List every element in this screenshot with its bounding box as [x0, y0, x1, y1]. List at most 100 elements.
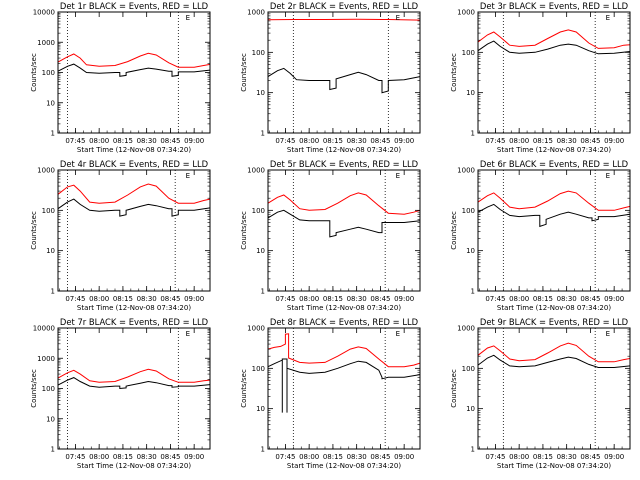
x-tick-label: 08:45 — [580, 453, 600, 461]
x-tick-label: 08:45 — [160, 295, 180, 303]
x-tick-label: 08:00 — [509, 295, 529, 303]
x-axis-label: Start Time (12-Nov-08 07:34:20) — [287, 146, 401, 154]
y-tick-label: 1 — [261, 288, 265, 296]
plot-frame — [57, 327, 211, 450]
y-tick-label: 10000 — [33, 325, 55, 333]
x-tick-label: 09:00 — [394, 453, 414, 461]
x-tick-label: 08:15 — [113, 295, 133, 303]
x-axis-label: Start Time (12-Nov-08 07:34:20) — [77, 146, 191, 154]
x-tick-label: 07:45 — [65, 295, 85, 303]
x-tick-label: 08:15 — [113, 137, 133, 145]
plot-frame — [57, 11, 211, 134]
chart-title: Det 8r BLACK = Events, RED = LLD — [270, 317, 418, 327]
x-tick-label: 08:45 — [370, 137, 390, 145]
x-tick-label: 08:15 — [323, 137, 343, 145]
y-tick-label: 10 — [256, 89, 265, 97]
y-tick-label: 1 — [471, 288, 475, 296]
events-rate-line — [57, 198, 211, 217]
chart-panel-5: Det 5r BLACK = Events, RED = LLD E 1 10 100 1… — [240, 159, 421, 312]
y-tick-label: 100 — [252, 365, 265, 373]
chart-title: Det 7r BLACK = Events, RED = LLD — [60, 317, 208, 327]
y-tick-label: 10000 — [33, 9, 55, 17]
lld-rate-line — [57, 52, 211, 68]
y-tick-label: 1 — [471, 130, 475, 138]
y-tick-label: 1000 — [247, 325, 265, 333]
y-tick-label: 100 — [42, 69, 55, 77]
chart-panel-3: Det 3r BLACK = Events, RED = LLD E 1 10 100 1… — [450, 1, 631, 154]
x-tick-label: 08:45 — [580, 295, 600, 303]
x-tick-label: 08:00 — [299, 453, 319, 461]
x-tick-label: 07:45 — [275, 295, 295, 303]
x-tick-label: 09:00 — [184, 453, 204, 461]
events-rate-line — [477, 203, 631, 228]
y-tick-label: 1000 — [457, 325, 475, 333]
y-axis-label: Counts/sec — [30, 53, 38, 92]
lld-rate-line — [57, 368, 211, 383]
chart-title: Det 4r BLACK = Events, RED = LLD — [60, 159, 208, 169]
x-tick-label: 08:00 — [509, 453, 529, 461]
lld-rate-line — [477, 342, 631, 363]
x-tick-label: 08:45 — [160, 137, 180, 145]
corner-mark: E — [186, 14, 190, 22]
chart-title: Det 6r BLACK = Events, RED = LLD — [480, 159, 628, 169]
x-tick-label: 08:15 — [323, 295, 343, 303]
x-axis-label: Start Time (12-Nov-08 07:34:20) — [497, 304, 611, 312]
y-tick-label: 1000 — [457, 167, 475, 175]
corner-mark: E — [396, 172, 400, 180]
y-tick-label: 1000 — [247, 9, 265, 17]
y-axis-label: Counts/sec — [450, 53, 458, 92]
y-tick-label: 100 — [42, 207, 55, 215]
x-tick-label: 08:15 — [533, 453, 553, 461]
y-tick-label: 100 — [462, 207, 475, 215]
lld-rate-line — [477, 190, 631, 211]
chart-title: Det 5r BLACK = Events, RED = LLD — [270, 159, 418, 169]
x-tick-label: 09:00 — [394, 295, 414, 303]
y-tick-label: 1 — [51, 130, 55, 138]
x-tick-label: 08:30 — [347, 295, 367, 303]
x-tick-label: 08:30 — [557, 137, 577, 145]
x-tick-label: 09:00 — [604, 453, 624, 461]
x-tick-label: 07:45 — [275, 453, 295, 461]
x-axis-label: Start Time (12-Nov-08 07:34:20) — [497, 462, 611, 470]
x-tick-label: 08:45 — [370, 453, 390, 461]
lld-rate-line — [477, 29, 631, 49]
x-tick-label: 08:00 — [299, 295, 319, 303]
y-tick-label: 100 — [42, 385, 55, 393]
y-tick-label: 100 — [462, 365, 475, 373]
chart-panel-7: Det 7r BLACK = Events, RED = LLD E 1 10 100 1… — [30, 317, 211, 470]
plot-frame — [477, 327, 631, 450]
x-axis-label: Start Time (12-Nov-08 07:34:20) — [287, 304, 401, 312]
y-axis-label: Counts/sec — [240, 369, 248, 408]
chart-title: Det 9r BLACK = Events, RED = LLD — [480, 317, 628, 327]
plot-frame — [477, 169, 631, 292]
x-tick-label: 07:45 — [275, 137, 295, 145]
corner-mark: E — [396, 14, 400, 22]
y-tick-label: 10 — [466, 405, 475, 413]
x-tick-label: 07:45 — [65, 137, 85, 145]
events-rate-line — [267, 67, 421, 94]
x-tick-label: 08:00 — [89, 137, 109, 145]
x-axis-label: Start Time (12-Nov-08 07:34:20) — [497, 146, 611, 154]
chart-panel-2: Det 2r BLACK = Events, RED = LLD E 1 10 100 1… — [240, 1, 421, 154]
y-tick-label: 10 — [46, 99, 55, 107]
x-axis-label: Start Time (12-Nov-08 07:34:20) — [77, 304, 191, 312]
events-rate-line — [267, 209, 421, 238]
x-axis-label: Start Time (12-Nov-08 07:34:20) — [287, 462, 401, 470]
chart-panel-1: Det 1r BLACK = Events, RED = LLD E 1 10 100 1… — [30, 1, 211, 154]
x-tick-label: 08:00 — [509, 137, 529, 145]
x-tick-label: 08:00 — [299, 137, 319, 145]
x-tick-label: 08:30 — [347, 137, 367, 145]
y-axis-label: Counts/sec — [240, 53, 248, 92]
x-tick-label: 08:15 — [113, 453, 133, 461]
corner-mark: E — [396, 330, 400, 338]
x-tick-label: 08:15 — [323, 453, 343, 461]
y-tick-label: 1000 — [37, 39, 55, 47]
chart-panel-9: Det 9r BLACK = Events, RED = LLD E 1 10 100 1… — [450, 317, 631, 470]
events-rate-line — [57, 377, 211, 390]
events-rate-line — [57, 63, 211, 77]
y-axis-label: Counts/sec — [30, 211, 38, 250]
events-rate-line — [477, 40, 631, 55]
x-tick-label: 07:45 — [485, 137, 505, 145]
y-tick-label: 10 — [46, 247, 55, 255]
y-tick-label: 10 — [256, 247, 265, 255]
